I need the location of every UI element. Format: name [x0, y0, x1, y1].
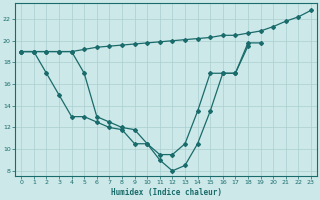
- X-axis label: Humidex (Indice chaleur): Humidex (Indice chaleur): [111, 188, 221, 197]
